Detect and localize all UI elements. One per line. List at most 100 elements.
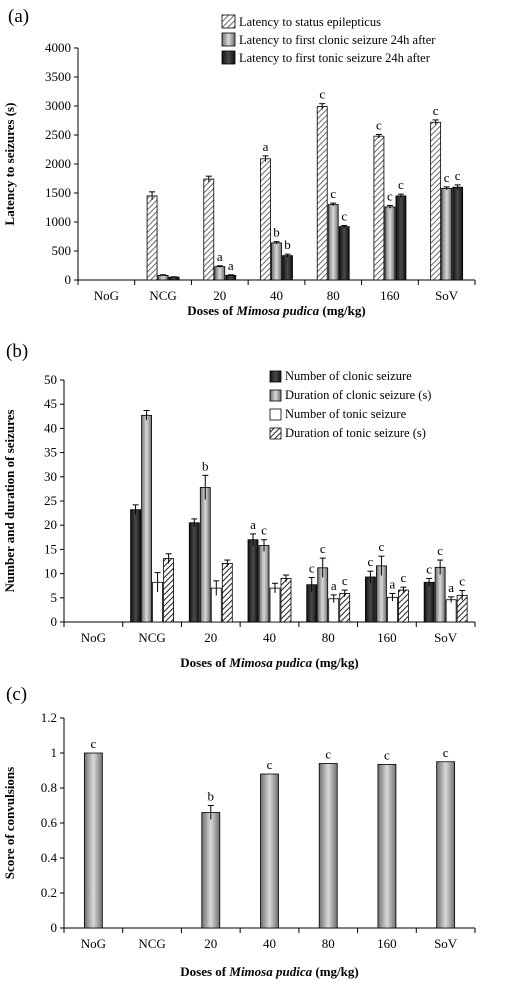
bar-4-40	[280, 578, 292, 623]
significance-label: c	[433, 103, 439, 118]
legend-label: Duration of clonic seizure (s)	[285, 388, 431, 402]
bar-2-20	[214, 266, 226, 281]
bar-2-20	[199, 487, 211, 623]
significance-label: c	[309, 560, 315, 575]
x-tick-label: 20	[204, 630, 217, 645]
significance-label: c	[426, 561, 432, 576]
significance-label: c	[267, 757, 273, 772]
y-axis-title: Number and duration of seizures	[2, 410, 17, 593]
y-tick-label: 45	[44, 396, 57, 411]
chart-panel-a: (a) 0 500 1000 1500 2000 2500 3000 3500 4000 NoG NC…	[2, 6, 476, 318]
x-tick-label: 20	[204, 936, 217, 951]
y-tick-label: 4000	[45, 40, 71, 55]
legend-swatch	[269, 370, 282, 383]
y-tick-label: 0	[65, 272, 72, 287]
significance-label: c	[368, 554, 374, 569]
bar-1-20	[203, 178, 215, 281]
bar-3-40	[269, 587, 281, 623]
bar-1-80	[316, 106, 328, 281]
x-tick-label: NCG	[149, 288, 176, 303]
y-tick-label: 1	[51, 745, 58, 760]
bar-1-80	[318, 763, 338, 929]
x-tick-label: 80	[322, 936, 335, 951]
bar-1-40	[260, 773, 279, 929]
significance-label: c	[401, 570, 407, 585]
bar-4-20	[221, 563, 233, 623]
x-axis-title: Doses of Mimosa pudica (mg/kg)	[187, 303, 365, 318]
bar-4-80	[339, 593, 351, 623]
bar-3-SoV	[445, 599, 457, 623]
significance-label: b	[284, 237, 291, 252]
x-tick-label: 40	[263, 630, 276, 645]
x-tick-label: 160	[377, 630, 397, 645]
y-tick-label: 2000	[45, 156, 71, 171]
bar-1-NCG	[146, 195, 158, 281]
y-tick-label: 0.2	[41, 885, 57, 900]
y-tick-label: 40	[44, 420, 57, 435]
panel-label: (b)	[6, 341, 28, 362]
legend-label: Latency to first tonic seizure 24h after	[239, 51, 431, 65]
significance-label: c	[379, 539, 385, 554]
y-tick-label: 15	[44, 541, 57, 556]
significance-label: c	[376, 117, 382, 132]
panel-label: (a)	[8, 6, 29, 27]
significance-label: c	[384, 747, 390, 762]
x-axis-title: Doses of Mimosa pudica (mg/kg)	[180, 655, 358, 670]
x-tick-label: SoV	[434, 630, 458, 645]
legend-swatch	[221, 50, 236, 65]
bar-1-NCG	[130, 509, 141, 623]
x-tick-label: NCG	[138, 630, 165, 645]
x-tick-label: SoV	[435, 288, 459, 303]
significance-label: c	[319, 87, 325, 102]
x-tick-label: NoG	[94, 288, 119, 303]
y-tick-label: 2500	[45, 127, 71, 142]
significance-label: a	[250, 517, 256, 532]
legend: Latency to status epilepticus Latency to …	[221, 14, 436, 65]
bar-1-20	[188, 522, 200, 623]
bar-2-SoV	[441, 187, 453, 281]
y-tick-label: 3500	[45, 69, 71, 84]
significance-label: c	[341, 208, 347, 223]
y-tick-label: 30	[44, 469, 57, 484]
legend-label: Number of clonic seizure	[285, 369, 412, 383]
y-tick-label: 20	[44, 517, 57, 532]
y-axis-title: Score of convulsions	[2, 767, 17, 879]
significance-label: c	[90, 736, 96, 751]
y-tick-label: 0.8	[41, 780, 57, 795]
x-tick-label: 20	[213, 288, 226, 303]
significance-label: c	[330, 186, 336, 201]
bar-1-SoV	[423, 581, 435, 623]
legend: Number of clonic seizure Duration of clon…	[269, 369, 431, 440]
bar-4-NCG	[163, 558, 174, 623]
chart-panel-c: (c) 0 0.2 0.4 0.6 0.8 1 1.2 NoG NCG 20 40 80 160 SoV c b…	[2, 684, 476, 979]
significance-label: a	[217, 249, 223, 264]
x-tick-label: 40	[263, 936, 276, 951]
significance-label: c	[325, 747, 331, 762]
x-tick-label: 160	[377, 936, 397, 951]
x-tick-label: 160	[380, 288, 400, 303]
legend-swatch	[269, 427, 282, 440]
bar-1-NoG	[83, 752, 103, 929]
legend-swatch	[221, 14, 236, 29]
y-tick-label: 1000	[45, 214, 71, 229]
bar-1-160	[373, 135, 385, 281]
panel-label: (c)	[6, 684, 27, 705]
y-tick-label: 35	[44, 445, 57, 460]
significance-label: b	[208, 789, 215, 804]
bar-2-40	[271, 242, 282, 281]
y-tick-label: 1.2	[41, 710, 57, 725]
significance-label: c	[455, 168, 461, 183]
x-tick-label: SoV	[434, 936, 458, 951]
bar-1-160	[365, 576, 376, 623]
x-tick-label: 80	[322, 630, 335, 645]
x-tick-label: 40	[270, 288, 283, 303]
bar-2-SoV	[434, 566, 446, 623]
bar-4-160	[398, 589, 409, 623]
significance-label: c	[459, 574, 465, 589]
x-tick-label: NoG	[81, 936, 106, 951]
significance-label: a	[263, 139, 269, 154]
y-tick-label: 500	[52, 243, 72, 258]
legend-swatch	[221, 32, 236, 47]
x-tick-label: NoG	[81, 630, 106, 645]
x-axis-title: Doses of Mimosa pudica (mg/kg)	[180, 964, 358, 979]
